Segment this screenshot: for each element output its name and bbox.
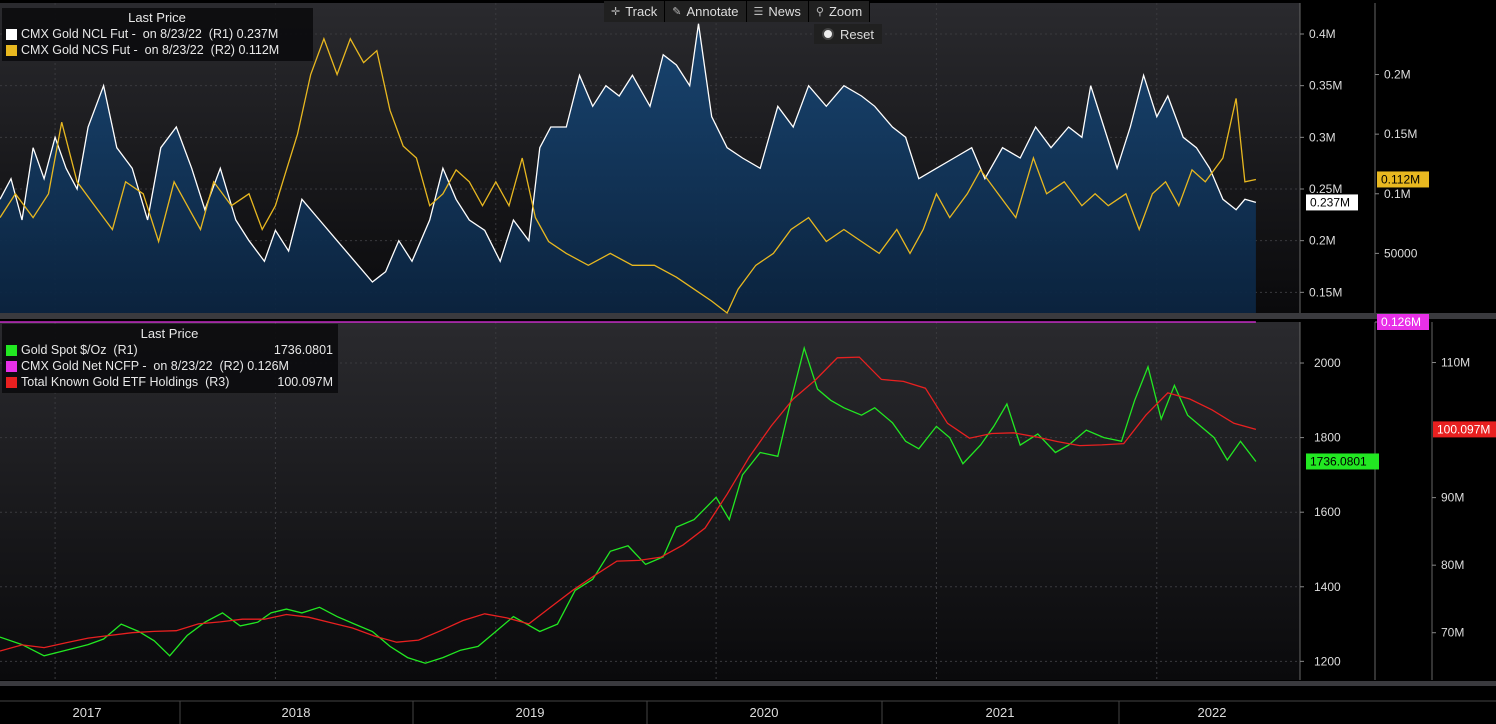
reset-button[interactable]: Reset: [814, 24, 882, 44]
last-value-tag: [1306, 194, 1358, 211]
legend-value: 1736.0801: [273, 343, 333, 357]
legend-row-etf[interactable]: Total Known Gold ETF Holdings (R3) 100.0…: [6, 374, 333, 390]
year-label: 2019: [515, 705, 545, 720]
series-area-fill: [0, 23, 1256, 313]
legend-top: Last Price CMX Gold NCL Fut - on 8/23/22…: [2, 8, 313, 61]
last-value-label: 0.112M: [1381, 172, 1420, 186]
year-label: 2022: [1197, 705, 1227, 720]
panel-splitter: [0, 313, 1496, 319]
series-line: [0, 345, 1257, 664]
legend-swatch: [6, 344, 17, 356]
year-label: 2021: [985, 705, 1015, 720]
tick-label: 80M: [1441, 558, 1464, 572]
news-label: News: [768, 4, 801, 19]
tick-label: 0.15M: [1309, 285, 1342, 299]
radio-icon: [822, 28, 834, 40]
year-axis: 2017 2018 2019 2020 2021 2022: [0, 701, 1496, 724]
tick-label: 110M: [1441, 356, 1470, 370]
legend-swatch: [6, 28, 17, 40]
legend-row-gold-spot[interactable]: Gold Spot $/Oz (R1) 1736.0801: [6, 342, 333, 358]
legend-top-title: Last Price: [128, 10, 186, 25]
last-value-tag: [1377, 171, 1429, 188]
zoom-button[interactable]: ⚲ Zoom: [809, 1, 871, 22]
tick-label: 0.2M: [1309, 234, 1336, 248]
tick-label: 0.2M: [1384, 68, 1411, 82]
year-label: 2017: [72, 705, 102, 720]
tick-label: 1600: [1314, 505, 1341, 519]
legend-swatch: [6, 44, 17, 56]
legend-label: CMX Gold NCS Fut - on 8/23/22 (R2) 0.112…: [21, 43, 280, 57]
last-value-tag: [1306, 453, 1379, 470]
legend-row-ncs[interactable]: CMX Gold NCS Fut - on 8/23/22 (R2) 0.112…: [6, 42, 308, 58]
news-button[interactable]: ☰ News: [747, 1, 809, 22]
last-value-label: 0.126M: [1381, 315, 1421, 329]
tick-label: 50000: [1384, 246, 1418, 260]
panel-splitter: [0, 681, 1496, 686]
magnifier-icon: ⚲: [815, 5, 824, 18]
series-line: [0, 36, 1257, 315]
crosshair-icon: ✛: [611, 5, 621, 18]
legend-swatch: [6, 376, 17, 388]
legend-bottom: Last Price Gold Spot $/Oz (R1) 1736.0801…: [2, 324, 338, 393]
tick-label: 90M: [1441, 491, 1464, 505]
pencil-icon: ✎: [672, 5, 682, 18]
last-value-label: 100.097M: [1437, 422, 1490, 436]
legend-bottom-title: Last Price: [140, 326, 199, 341]
chart-toolbar: ✛ Track ✎ Annotate ☰ News ⚲ Zoom: [604, 1, 871, 22]
track-label: Track: [625, 4, 658, 19]
annotate-button[interactable]: ✎ Annotate: [665, 1, 747, 22]
tick-label: 2000: [1314, 356, 1341, 370]
tick-label: 0.3M: [1309, 130, 1336, 144]
tick-label: 0.4M: [1309, 27, 1336, 41]
series-line: [0, 356, 1257, 652]
last-value-label: 1736.0801: [1310, 454, 1367, 468]
year-label: 2018: [281, 705, 311, 720]
legend-label: Gold Spot $/Oz (R1): [21, 343, 138, 357]
tick-label: 1800: [1314, 431, 1341, 445]
annotate-label: Annotate: [686, 4, 739, 19]
last-value-tag: [1433, 421, 1496, 438]
tick-label: 1400: [1314, 580, 1341, 594]
tick-label: 0.35M: [1309, 79, 1342, 93]
legend-label: CMX Gold NCL Fut - on 8/23/22 (R1) 0.237…: [21, 27, 279, 41]
tick-label: 70M: [1441, 626, 1464, 640]
tick-label: 1200: [1314, 654, 1341, 668]
legend-row-ncfp[interactable]: CMX Gold Net NCFP - on 8/23/22 (R2) 0.12…: [6, 358, 333, 374]
year-label: 2020: [749, 705, 779, 720]
legend-value: 100.097M: [277, 375, 333, 389]
news-icon: ☰: [753, 5, 764, 18]
legend-label: Total Known Gold ETF Holdings (R3): [21, 375, 230, 389]
tick-label: 0.1M: [1384, 187, 1411, 201]
legend-label: CMX Gold Net NCFP - on 8/23/22 (R2) 0.12…: [21, 359, 289, 373]
legend-row-ncl[interactable]: CMX Gold NCL Fut - on 8/23/22 (R1) 0.237…: [6, 26, 308, 42]
tick-label: 0.15M: [1384, 127, 1417, 141]
track-button[interactable]: ✛ Track: [604, 1, 666, 22]
tick-label: 0.25M: [1309, 182, 1342, 196]
last-value-label: 0.237M: [1310, 195, 1350, 209]
last-value-tag: [1377, 314, 1429, 331]
legend-swatch: [6, 360, 17, 372]
reset-label: Reset: [840, 26, 874, 42]
zoom-label: Zoom: [828, 4, 863, 19]
series-line: [0, 23, 1257, 283]
